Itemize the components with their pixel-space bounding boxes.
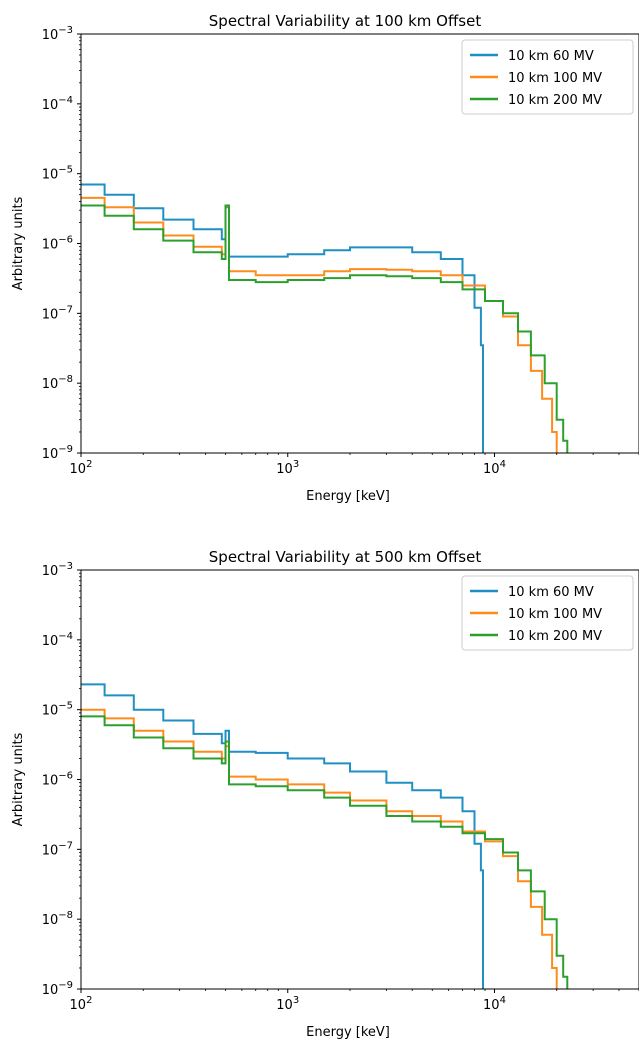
y-axis-label: Arbitrary units xyxy=(11,196,26,290)
legend-label: 10 km 60 MV xyxy=(508,585,594,600)
y-tick-label: 10−5 xyxy=(42,165,73,183)
chart-panel-2: Spectral Variability at 500 km Offset 10−… xyxy=(11,548,639,1040)
y-tick-label: 10−7 xyxy=(42,304,73,322)
y-tick-label: 10−8 xyxy=(42,910,73,928)
series-line-1 xyxy=(81,183,484,453)
y-tick-label: 10−3 xyxy=(42,25,73,43)
legend: 10 km 60 MV 10 km 100 MV 10 km 200 MV xyxy=(461,39,634,115)
x-axis-label: Energy [keV] xyxy=(306,489,390,504)
legend-box xyxy=(461,575,634,651)
series-group xyxy=(81,683,569,989)
y-tick-label: 10−6 xyxy=(42,771,73,789)
series-line-2 xyxy=(81,196,558,453)
y-axis-label: Arbitrary units xyxy=(11,732,26,826)
series-line-3 xyxy=(81,715,569,989)
y-tick-label: 10−4 xyxy=(42,95,73,113)
x-axis-label: Energy [keV] xyxy=(306,1025,390,1040)
series-group xyxy=(81,183,569,453)
x-tick-label: 103 xyxy=(276,459,299,477)
y-tick-label: 10−6 xyxy=(42,235,73,253)
y-tick-label: 10−9 xyxy=(42,444,73,462)
y-tick-label: 10−9 xyxy=(42,980,73,998)
y-tick-label: 10−8 xyxy=(42,374,73,392)
chart-panel-1: Spectral Variability at 100 km Offset 10−… xyxy=(11,12,639,504)
y-tick-label: 10−3 xyxy=(42,561,73,579)
x-tick-label: 103 xyxy=(276,995,299,1013)
series-line-2 xyxy=(81,708,558,989)
legend: 10 km 60 MV 10 km 100 MV 10 km 200 MV xyxy=(461,575,634,651)
legend-label: 10 km 100 MV xyxy=(508,607,602,622)
legend-box xyxy=(461,39,634,115)
x-tick-label: 102 xyxy=(70,459,93,477)
chart-title: Spectral Variability at 100 km Offset xyxy=(209,12,482,30)
legend-label: 10 km 60 MV xyxy=(508,49,594,64)
series-line-3 xyxy=(81,204,569,453)
legend-label: 10 km 200 MV xyxy=(508,629,602,644)
chart-title: Spectral Variability at 500 km Offset xyxy=(209,548,482,566)
x-tick-label: 104 xyxy=(483,995,506,1013)
series-line-1 xyxy=(81,683,484,989)
legend-label: 10 km 100 MV xyxy=(508,71,602,86)
y-tick-label: 10−5 xyxy=(42,701,73,719)
x-tick-label: 104 xyxy=(483,459,506,477)
y-tick-label: 10−7 xyxy=(42,840,73,858)
legend-label: 10 km 200 MV xyxy=(508,93,602,108)
y-tick-label: 10−4 xyxy=(42,631,73,649)
x-tick-label: 102 xyxy=(70,995,93,1013)
